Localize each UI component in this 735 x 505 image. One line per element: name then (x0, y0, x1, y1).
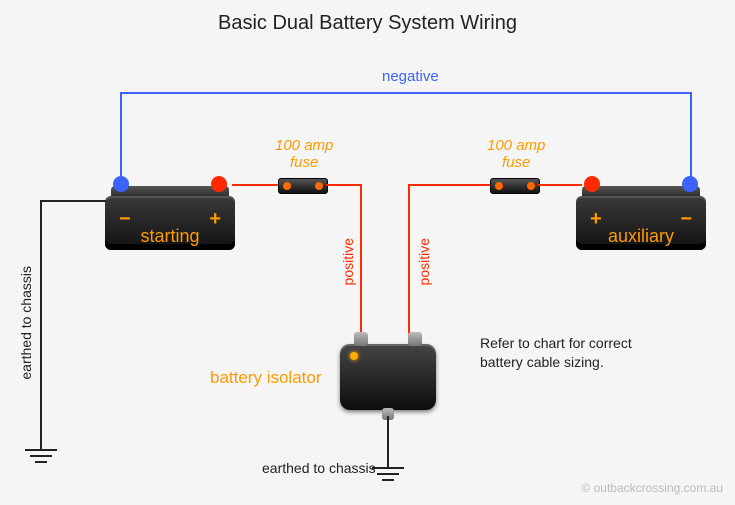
fuse-right (490, 178, 540, 194)
diagram-canvas: Basic Dual Battery System Wiring negativ… (0, 0, 735, 505)
note-line2: battery cable sizing. (480, 354, 604, 370)
positive-label-left: positive (340, 238, 356, 285)
battery-aux-pos-terminal (584, 176, 600, 192)
battery-starting-neg-terminal (113, 176, 129, 192)
wire-negative-up-right (690, 92, 692, 182)
wire-pos-right-down (408, 184, 410, 340)
isolator-label: battery isolator (210, 368, 322, 388)
fuse-left-label: 100 amp fuse (275, 138, 333, 171)
battery-aux-neg-terminal (682, 176, 698, 192)
wire-pos-start-to-fuse (232, 184, 278, 186)
diagram-title: Basic Dual Battery System Wiring (0, 12, 735, 35)
battery-starting-pos-terminal (211, 176, 227, 192)
isolator-port-right (408, 332, 422, 346)
negative-label: negative (382, 68, 439, 85)
earthed-bottom-label: earthed to chassis (262, 460, 376, 476)
wire-pos-fuse-to-t-left (326, 184, 362, 186)
wire-ground-left-vert (40, 200, 42, 448)
wire-pos-aux-to-fuse (538, 184, 582, 186)
wire-pos-fuse-to-t-right (408, 184, 490, 186)
wire-isolator-ground (387, 416, 389, 466)
sizing-note: Refer to chart for correct battery cable… (480, 334, 632, 372)
fuse-right-label: 100 amp fuse (487, 138, 545, 171)
wire-ground-left-horiz (40, 200, 106, 202)
wire-negative-up-left (120, 92, 122, 182)
ground-symbol-left (23, 446, 59, 470)
positive-label-right: positive (416, 238, 432, 285)
battery-aux-name: auxiliary (576, 226, 706, 247)
earthed-left-label: earthed to chassis (18, 266, 34, 380)
battery-isolator (340, 344, 436, 410)
watermark: © outbackcrossing.com.au (581, 481, 723, 495)
note-line1: Refer to chart for correct (480, 335, 632, 351)
wire-pos-left-down (360, 184, 362, 340)
battery-starting-name: starting (105, 226, 235, 247)
isolator-port-left (354, 332, 368, 346)
fuse-left (278, 178, 328, 194)
isolator-led-icon (350, 352, 358, 360)
battery-starting: − + starting (105, 178, 235, 250)
wire-negative-top (120, 92, 692, 94)
battery-auxiliary: + − auxiliary (576, 178, 706, 250)
